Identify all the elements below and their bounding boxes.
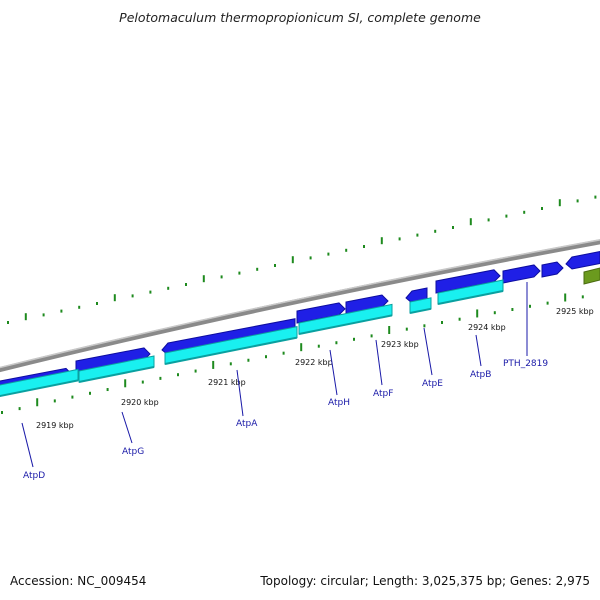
- cds-features: [0, 279, 504, 398]
- topology-summary: Topology: circular; Length: 3,025,375 bp…: [260, 574, 590, 588]
- gene-label-atpd: AtpD: [23, 471, 45, 481]
- cds-bar-edge: [78, 366, 155, 383]
- gene-label-atpb: AtpB: [470, 370, 491, 380]
- gene-label-pth-2819: PTH_2819: [503, 359, 548, 369]
- kbp-label: 2924 kbp: [468, 323, 506, 332]
- cds-bar-edge: [164, 336, 298, 365]
- gene-arrow: [296, 302, 346, 324]
- cds-bar-edge: [409, 307, 432, 314]
- leader-line: [329, 349, 338, 396]
- outer-tick-ring: [7, 195, 597, 324]
- leader-line: [236, 369, 244, 417]
- map-title: Pelotomaculum thermopropionicum SI, comp…: [119, 10, 481, 25]
- inner-tick-ring: [1, 293, 584, 414]
- leader-line: [475, 334, 482, 367]
- gene-arrow: [541, 261, 564, 278]
- kbp-label: 2923 kbp: [381, 340, 419, 349]
- label-leaders: [21, 282, 528, 468]
- gene-arrow: [435, 269, 501, 294]
- gene-labels: AtpD AtpG AtpA AtpH AtpF AtpE AtpB PTH_2…: [23, 359, 548, 481]
- cds-bar-edge: [437, 290, 504, 305]
- leader-line: [423, 327, 433, 376]
- accession-text: Accession: NC_009454: [10, 574, 147, 588]
- kbp-label: 2919 kbp: [36, 421, 74, 430]
- kbp-label: 2920 kbp: [121, 398, 159, 407]
- kbp-label: 2925 kbp: [556, 307, 594, 316]
- gene-arrow: [565, 251, 600, 270]
- kbp-label: 2922 kbp: [295, 358, 333, 367]
- gene-label-atpe: AtpE: [422, 379, 443, 389]
- other-feature: [583, 267, 600, 285]
- gene-features: [0, 251, 600, 394]
- gene-arrow: [502, 264, 541, 284]
- gene-label-atpa: AtpA: [236, 419, 258, 429]
- kbp-label: 2921 kbp: [208, 378, 246, 387]
- cds-bar-edge: [298, 314, 393, 335]
- genome-backbone-highlight: [0, 239, 600, 369]
- gene-label-atpg: AtpG: [122, 447, 144, 457]
- leader-line: [21, 422, 34, 468]
- leader-line: [121, 411, 133, 444]
- leader-line: [375, 339, 383, 386]
- kbp-scale: 2919 kbp 2920 kbp 2921 kbp 2922 kbp 2923…: [36, 307, 594, 430]
- genome-backbone: [0, 239, 600, 373]
- gene-label-atpf: AtpF: [373, 389, 393, 399]
- gene-arrow: [345, 294, 389, 315]
- cds-bar-edge: [0, 379, 79, 398]
- gene-label-atph: AtpH: [328, 398, 350, 408]
